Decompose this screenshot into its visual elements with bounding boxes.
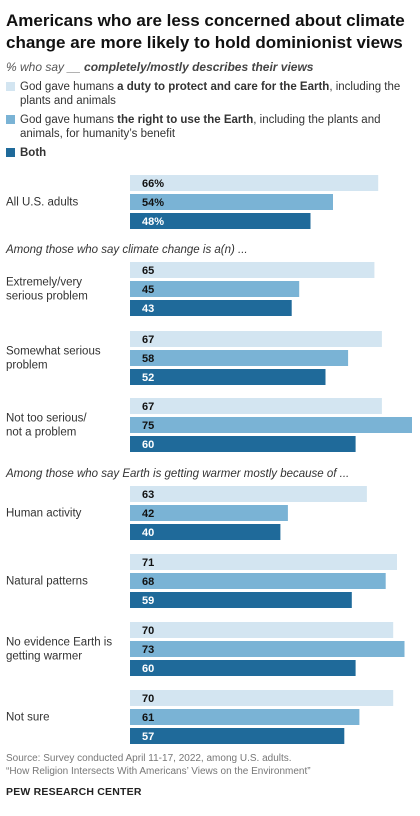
data-label: 40 [142,527,154,539]
bar-right [130,641,405,657]
report-title: “How Religion Intersects With Americans’… [6,766,311,777]
legend-right-post: , including the plants and animals, for … [20,114,381,140]
legend-right-pre: God gave humans [20,114,118,126]
legend-item-duty: God gave humans a duty to protect and ca… [6,80,416,108]
group-label: All U.S. adults [6,197,78,209]
data-label: 42 [142,508,154,520]
legend-both-bold: Both [20,147,47,159]
group-label: Somewhat serious [6,346,101,358]
data-label: 67 [142,401,154,413]
legend-duty-post: , including the plants and animals [20,81,401,107]
bar-right [130,709,360,725]
group-label: problem [6,360,48,372]
bar-duty [130,486,367,502]
data-label: 65 [142,265,154,277]
group-label: Extremely/very [6,277,82,289]
section-label: Among those who say climate change is a(… [5,244,248,256]
bar-both [130,592,352,608]
bar-both [130,436,356,452]
group-label: not a problem [6,427,76,439]
legend-swatch-duty [6,82,15,91]
data-label: 60 [142,663,154,675]
data-label: 48% [142,216,164,228]
subtitle-emphasis: completely/mostly describes their views [84,60,314,74]
group-label: Not too serious/ [6,413,87,425]
bar-right [130,194,333,210]
bar-duty [130,554,397,570]
chart-legend: God gave humans a duty to protect and ca… [6,80,416,165]
data-label: 75 [142,420,154,432]
source-note: Source: Survey conducted April 11-17, 20… [6,752,416,778]
group-label: Natural patterns [6,576,88,588]
data-label: 73 [142,644,154,656]
data-label: 58 [142,353,154,365]
subtitle-prefix: % who say __ [6,60,85,74]
legend-duty-bold: a duty to protect and care for the Earth [117,81,330,93]
bar-duty [130,690,394,706]
bar-duty [130,622,394,638]
bar-duty [130,331,382,347]
bar-right [130,505,288,521]
legend-duty-pre: God gave humans [20,81,118,93]
bar-duty [130,398,382,414]
bar-right [130,350,349,366]
data-label: 52 [142,372,154,384]
group-label: Not sure [6,712,49,724]
bar-both [130,213,311,229]
group-label: No evidence Earth is [6,637,112,649]
brand-logo-text: PEW RESEARCH CENTER [6,786,142,798]
bar-both [130,300,292,316]
group-label: serious problem [6,291,88,303]
data-label: 63 [142,489,154,501]
bar-duty [130,175,379,191]
bar-both [130,660,356,676]
data-label: 68 [142,576,154,588]
group-label: getting warmer [6,651,82,663]
legend-right-bold: the right to use the Earth [117,114,254,126]
data-label: 67 [142,334,154,346]
bar-both [130,728,345,744]
bar-duty [130,262,375,278]
data-label: 70 [142,693,154,705]
bar-right [130,281,300,297]
chart-title: Americans who are less concerned about c… [6,11,405,52]
data-label: 43 [142,303,154,315]
data-label: 54% [142,197,164,209]
legend-swatch-both [6,148,15,157]
bar-chart: All U.S. adults 66% 54% 48% Among those who … [5,175,412,744]
legend-item-right: God gave humans the right to use the Ear… [6,113,416,141]
data-label: 60 [142,439,154,451]
data-label: 61 [142,712,154,724]
data-label: 59 [142,595,154,607]
group-label: Human activity [6,508,82,520]
bar-both [130,369,326,385]
bar-both [130,524,281,540]
bar-right [130,417,412,433]
data-label: 71 [142,557,154,569]
source-text: Source: Survey conducted April 11-17, 20… [6,753,292,764]
data-label: 45 [142,284,154,296]
bar-right [130,573,386,589]
chart-subtitle: % who say __ completely/mostly describes… [6,60,414,74]
data-label: 66% [142,178,164,190]
legend-swatch-right [6,115,15,124]
legend-item-both: Both [6,146,416,160]
data-label: 57 [142,731,154,743]
data-label: 70 [142,625,154,637]
section-label: Among those who say Earth is getting war… [5,468,349,480]
